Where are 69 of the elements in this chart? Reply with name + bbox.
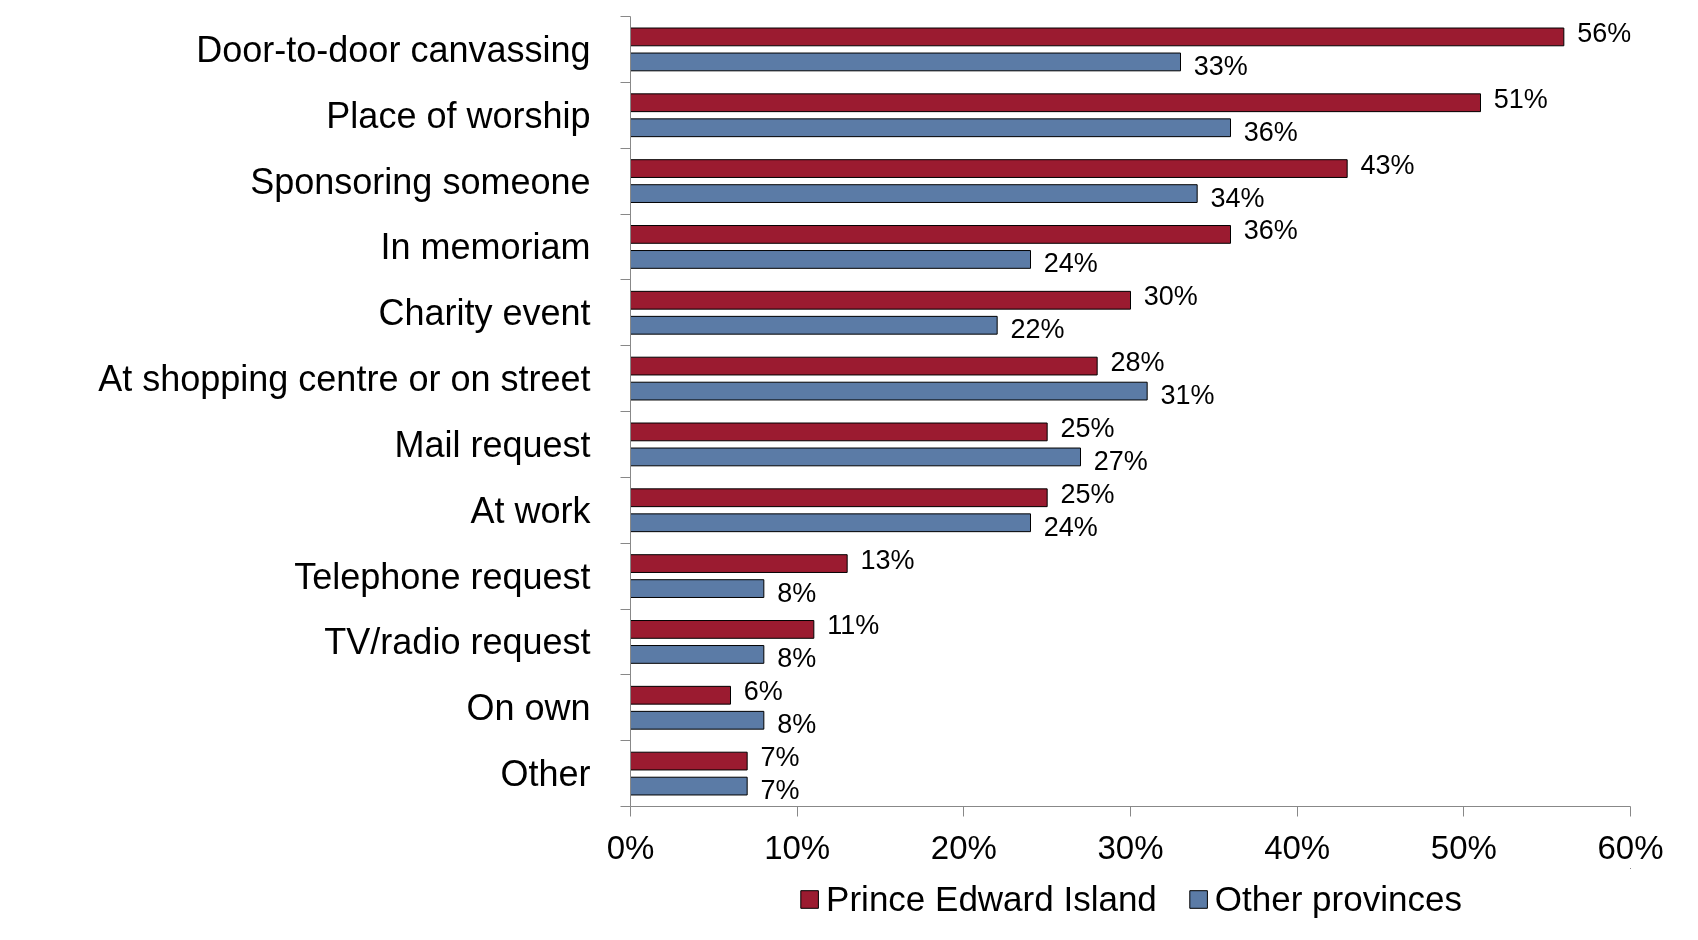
y-tick-label: At shopping centre or on street [98, 358, 591, 400]
bar [630, 579, 765, 598]
bar [630, 751, 748, 771]
legend-label: Prince Edward Island [826, 879, 1157, 919]
data-label: 56% [1577, 17, 1632, 48]
bar [630, 488, 1048, 508]
bar [630, 776, 748, 796]
data-label: 8% [777, 709, 817, 740]
bar [630, 513, 1031, 533]
x-tick-label: 50% [1430, 828, 1497, 866]
bar [630, 118, 1231, 138]
data-label: 28% [1110, 347, 1165, 378]
data-label: 24% [1043, 511, 1098, 542]
bar [630, 250, 1031, 269]
bar [630, 27, 1565, 47]
bar [630, 290, 1131, 310]
bar [630, 685, 731, 705]
bar [630, 381, 1148, 401]
data-label: 8% [777, 577, 817, 608]
data-label: 36% [1243, 215, 1298, 246]
data-label: 6% [743, 676, 783, 707]
x-tick-label: 0% [606, 828, 655, 866]
y-tick-label: Place of worship [326, 94, 591, 136]
bar [630, 93, 1481, 113]
y-tick-label: Mail request [394, 423, 591, 465]
x-tick-label: 10% [764, 828, 831, 866]
bar [630, 645, 765, 664]
data-label: 22% [1010, 314, 1065, 345]
data-label: 13% [860, 544, 915, 575]
data-label: 43% [1360, 149, 1415, 180]
legend-label: Other provinces [1214, 879, 1462, 919]
x-tick-label: 30% [1097, 828, 1164, 866]
data-label: 7% [760, 775, 800, 806]
bar [630, 554, 848, 573]
data-label: 24% [1043, 248, 1098, 279]
bar [630, 447, 1081, 467]
x-tick-label: 40% [1264, 828, 1331, 866]
data-label: 25% [1060, 478, 1115, 509]
data-label: 51% [1493, 83, 1548, 114]
y-tick-label: Door-to-door canvassing [196, 28, 591, 70]
bar [630, 225, 1231, 244]
data-label: 34% [1210, 182, 1265, 213]
y-tick-label: Charity event [378, 292, 591, 334]
bar [630, 52, 1181, 72]
y-tick-label: TV/radio request [324, 621, 591, 663]
x-tick-label: 20% [930, 828, 997, 866]
y-tick-label: Other [500, 753, 591, 795]
data-label: 25% [1060, 412, 1115, 443]
bar [630, 422, 1048, 442]
data-label: 7% [760, 742, 800, 773]
data-label: 8% [777, 643, 817, 674]
data-label: 33% [1193, 50, 1248, 81]
y-tick-label: On own [466, 687, 591, 729]
bar [630, 184, 1198, 203]
data-label: 31% [1160, 380, 1215, 411]
data-label: 11% [827, 610, 880, 641]
bar [630, 356, 1098, 376]
y-tick-label: At work [470, 489, 592, 531]
data-label: 30% [1143, 281, 1198, 312]
x-tick-label: 60% [1597, 828, 1664, 866]
y-tick-label: Sponsoring someone [250, 160, 591, 202]
data-label: 27% [1093, 445, 1148, 476]
data-label: 36% [1243, 116, 1298, 147]
y-tick-label: In memoriam [380, 226, 591, 268]
y-tick-label: Telephone request [294, 555, 591, 597]
bar [630, 159, 1348, 178]
bar [630, 315, 998, 335]
bar [630, 710, 765, 730]
bar [630, 620, 815, 639]
